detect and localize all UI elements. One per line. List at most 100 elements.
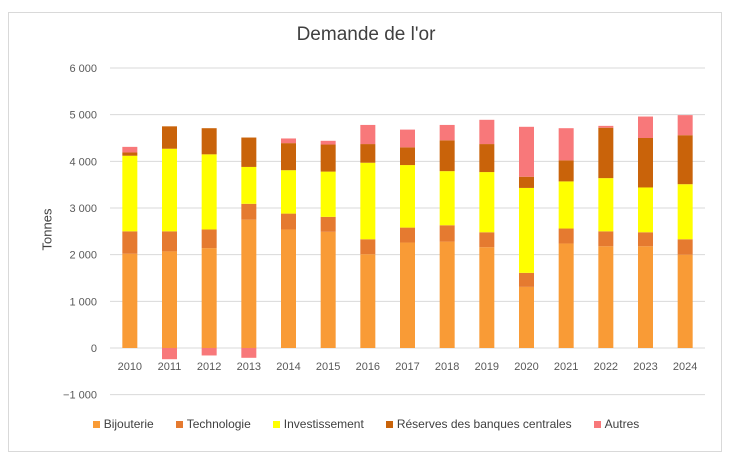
x-tick-label: 2012 [197,361,221,373]
x-tick-label: 2022 [594,361,618,373]
x-tick-label: 2011 [158,361,182,373]
bar-segment [638,246,653,348]
x-tick-label: 2020 [514,361,538,373]
y-tick-label: 3 000 [69,203,97,215]
bar-segment [122,231,138,254]
bar-segment [519,126,534,177]
x-tick-label: 2023 [633,361,657,373]
bar-segment [320,171,336,217]
bar-segment [281,170,296,214]
bar-segment [479,247,495,348]
bar-segment [519,187,534,273]
bar-segment [558,243,574,348]
bar-segment [598,127,614,179]
x-tick-label: 2010 [118,361,142,373]
bar-segment [439,124,455,141]
legend-swatch [593,420,601,428]
bar-segment [638,232,653,247]
legend-item: Autres [593,417,639,431]
y-tick-label: 4 000 [69,156,97,168]
bar-segment [241,219,257,348]
bar-segment [479,232,495,248]
bar-segment [479,144,495,173]
bar-segment [400,242,415,348]
bar-segment [201,128,217,155]
bar-segment [162,148,177,232]
bar-segment [201,348,217,356]
bar-segment [677,254,693,348]
legend-label: Bijouterie [103,417,154,431]
bar-segment [519,286,534,348]
bar-segment [439,140,455,172]
x-tick-label: 2018 [435,361,459,373]
bar-segment [558,228,574,244]
x-tick-label: 2017 [395,361,419,373]
y-tick-label: 6 000 [69,63,97,75]
bar-segment [558,128,574,161]
bar-segment [320,140,336,145]
bar-segment [320,144,336,172]
bar-segment [479,172,495,233]
bar-segment [519,176,534,188]
legend: Bijouterie Technologie Investissement Réser… [0,417,732,431]
legend-item: Investissement [272,417,364,431]
legend-item: Bijouterie [92,417,154,431]
x-tick-label: 2014 [276,361,300,373]
legend-label: Investissement [283,417,364,431]
y-tick-label: −1 000 [63,390,97,402]
chart-title: Demande de l'or [296,24,436,45]
legend-label: Technologie [186,417,251,431]
bar-segment [281,143,296,171]
legend-swatch [92,420,100,428]
bar-segment [281,229,296,348]
bar-segment [201,154,217,230]
x-tick-label: 2016 [356,361,380,373]
bar-segment [241,137,257,167]
bar-segment [122,253,138,348]
bar-segment [558,160,574,182]
bar-segment [320,216,336,232]
x-tick-label: 2021 [554,361,578,373]
bar-segment [201,229,217,249]
legend-swatch [175,420,183,428]
bar-segment [122,152,138,156]
legend-swatch [272,420,280,428]
bar-segment [360,254,376,348]
bar-segment [360,144,376,163]
bar-segment [360,162,376,240]
y-tick-label: 2 000 [69,250,97,262]
bar-segment [439,241,455,348]
bar-segment [320,231,336,348]
x-tick-label: 2019 [475,361,499,373]
bar-segment [241,348,257,358]
bar-segment [598,125,614,128]
bar-segment [439,225,455,242]
bar-segment [677,184,693,240]
bar-segment [360,124,376,145]
bar-segment [360,239,376,255]
bar-segment [677,239,693,255]
y-tick-label: 1 000 [69,296,97,308]
bar-segment [162,251,177,348]
bar-segment [638,187,653,233]
bar-segment [598,246,614,348]
bar-segment [281,138,296,144]
y-tick-label: 0 [91,343,97,355]
bar-segment [439,171,455,226]
bar-segment [122,155,138,232]
bar-segment [201,248,217,348]
bar-segment [400,147,415,166]
bar-segment [162,231,177,252]
bar-segment [479,119,495,145]
bar-segment [598,231,614,247]
x-tick-label: 2015 [316,361,340,373]
legend-item: Réserves des banques centrales [385,417,572,431]
chart-frame [8,12,722,452]
bar-segment [400,165,415,228]
bar-segment [400,129,415,148]
bar-segment [122,146,138,153]
bar-segment [281,213,296,230]
x-tick-label: 2024 [673,361,697,373]
bar-segment [162,126,177,149]
